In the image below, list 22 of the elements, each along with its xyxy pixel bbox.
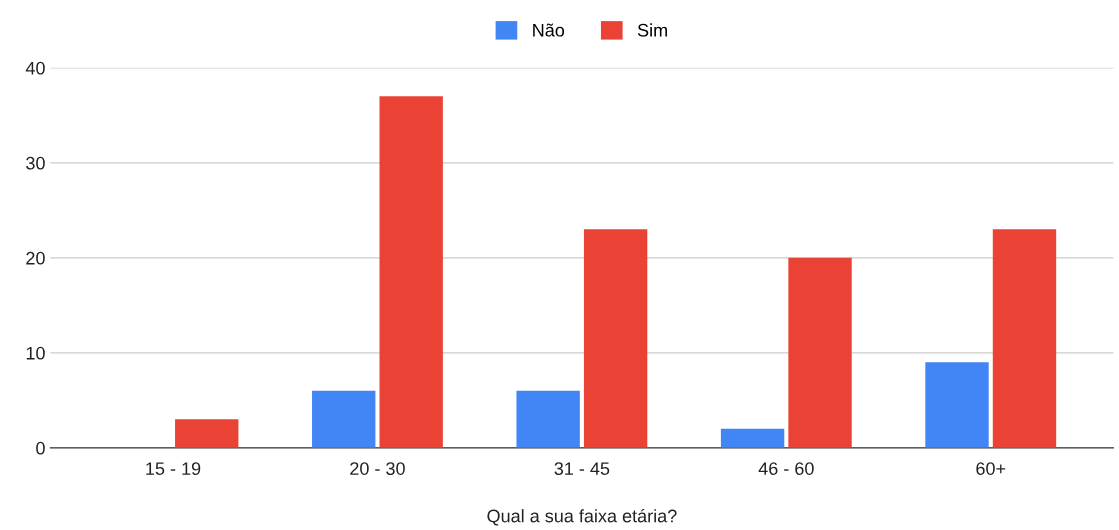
x-tick-label: 31 - 45	[554, 462, 610, 475]
bar	[312, 390, 376, 448]
bar	[516, 390, 580, 448]
bar	[788, 257, 852, 448]
bar	[720, 428, 785, 448]
bar	[583, 229, 648, 448]
y-tick-label: 30	[26, 156, 45, 170]
legend-label: Não	[533, 23, 565, 37]
x-tick-label: 15 - 19	[146, 462, 201, 475]
bar	[379, 96, 443, 448]
x-axis-title: Qual a sua faixa etária?	[487, 508, 677, 526]
y-tick-label: 20	[26, 251, 45, 265]
y-tick-label: 40	[25, 61, 45, 75]
legend-label: Sim	[637, 23, 667, 37]
y-tick-label: 0	[36, 441, 45, 455]
bar	[175, 419, 239, 448]
x-tick-label: 20 - 30	[350, 462, 405, 475]
y-tick-label: 10	[26, 346, 45, 360]
bar	[925, 362, 989, 448]
bar	[992, 229, 1057, 448]
x-tick-label: 46 - 60	[758, 462, 814, 475]
x-tick-label: 60+	[976, 462, 1006, 475]
